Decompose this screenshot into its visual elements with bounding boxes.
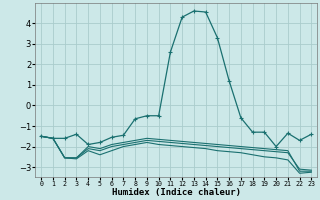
X-axis label: Humidex (Indice chaleur): Humidex (Indice chaleur) [112, 188, 241, 197]
